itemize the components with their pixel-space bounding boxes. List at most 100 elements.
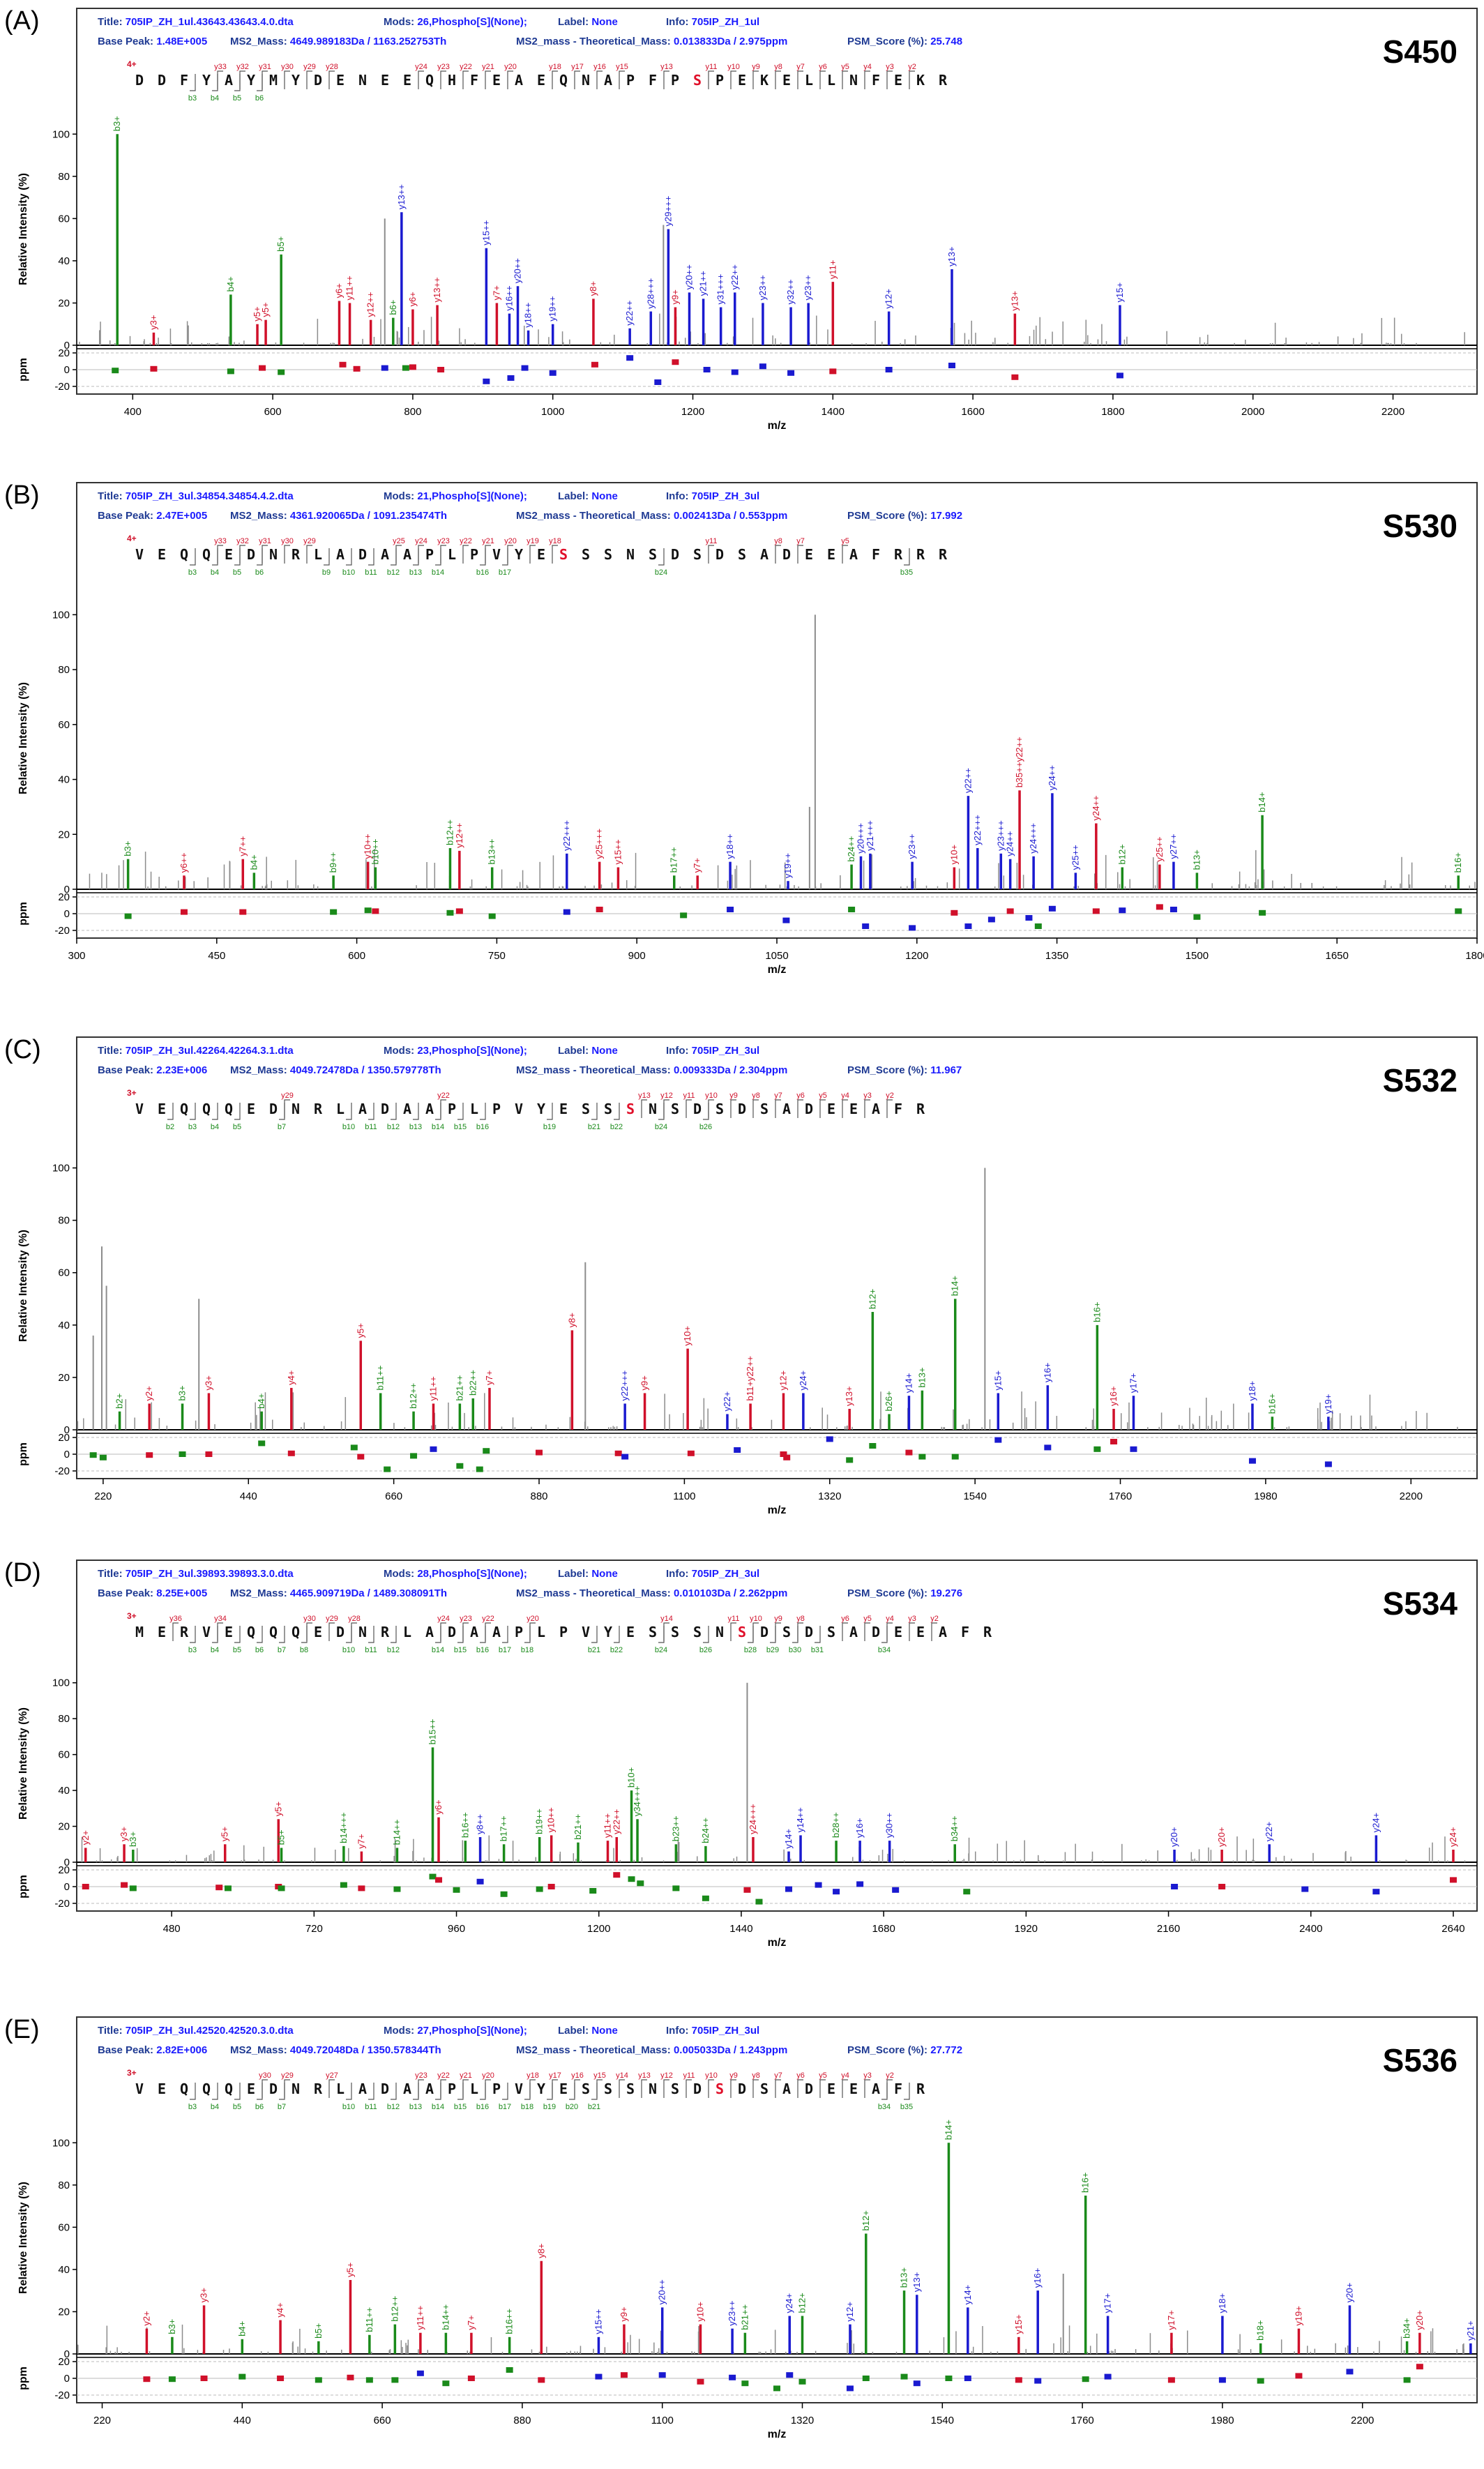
site-label: S530 <box>1383 508 1458 544</box>
b-ion-bracket <box>257 74 263 91</box>
ppm-point <box>483 1448 490 1454</box>
y-ion-bracket <box>395 545 402 564</box>
sequence-residue: S <box>604 546 612 563</box>
ppm-point <box>112 368 119 374</box>
y-ion-bracket <box>418 70 424 89</box>
ppm-tick-label: 0 <box>64 1449 70 1460</box>
b-ion-label: b6 <box>255 1646 264 1654</box>
sequence-residue: Q <box>180 546 188 563</box>
sequence-residue: V <box>135 546 144 563</box>
x-tick-label: 1320 <box>818 1490 841 1502</box>
y-ion-label: y3 <box>863 2071 872 2080</box>
x-tick-label: 220 <box>93 2415 111 2426</box>
header-diff: MS2_mass - Theoretical_Mass: 0.005033Da … <box>516 2044 787 2056</box>
ppm-point <box>626 355 634 361</box>
ppm-point <box>1156 904 1163 910</box>
sequence-residue: E <box>805 546 813 563</box>
header-ms2: MS2_Mass: 4361.920065Da / 1091.235474Th <box>230 510 447 522</box>
ppm-point <box>862 923 870 929</box>
sequence-residue: E <box>158 2081 166 2097</box>
ppm-point <box>1006 908 1014 914</box>
sequence-residue: P <box>425 546 434 563</box>
y-ion-label: y23 <box>415 2071 427 2080</box>
ppm-point <box>785 1886 793 1892</box>
ppm-point <box>885 367 893 372</box>
ppm-point <box>780 1451 787 1457</box>
y-tick-label: 20 <box>58 2306 70 2318</box>
y-ion-label: y29 <box>303 63 316 71</box>
panel-letter: (A) <box>4 6 40 36</box>
peak-label: y11++ <box>427 1376 438 1400</box>
y-ion-bracket <box>462 70 469 89</box>
b-ion-bracket <box>212 2083 218 2100</box>
ppm-tick-label: -20 <box>54 1465 70 1477</box>
ppm-point <box>1092 908 1100 914</box>
ppm-axis-label: ppm <box>17 902 29 926</box>
y-ion-bracket <box>775 70 781 89</box>
b-ion-label: b11 <box>365 2103 377 2111</box>
ppm-tick-label: 20 <box>58 1864 70 1876</box>
peak-label: b14++ <box>391 1820 402 1845</box>
b-ion-bracket <box>368 548 374 566</box>
ppm-point <box>846 1457 854 1463</box>
b-ion-bracket <box>391 2083 397 2100</box>
b-ion-label: b35 <box>900 568 913 577</box>
sequence-residue: E <box>158 1101 166 1117</box>
panel-frame <box>76 482 1478 939</box>
sequence-residue: R <box>180 1624 189 1640</box>
y-ion-bracket <box>730 70 736 89</box>
peak-label: b3+ <box>177 1385 188 1400</box>
peak-label: y24+ <box>1370 1813 1381 1833</box>
y-ion-label: y11 <box>683 1092 695 1100</box>
peak-label: y10+ <box>948 845 959 865</box>
y-ion-bracket <box>797 1099 803 1118</box>
ppm-point <box>1449 1877 1457 1883</box>
peak-label: b5+ <box>276 1829 287 1845</box>
ppm-point <box>287 1450 295 1456</box>
b-ion-bracket <box>480 548 486 566</box>
b-ion-label: b35 <box>900 2103 913 2111</box>
header-ms2: MS2_Mass: 4049.72478Da / 1350.579778Th <box>230 1064 441 1076</box>
b-ion-label: b21 <box>588 2103 600 2111</box>
b-ion-bracket <box>480 1626 486 1643</box>
peak-label: b26+ <box>884 1391 894 1411</box>
ppm-point <box>1011 374 1019 380</box>
sequence-residue: R <box>916 2081 925 2097</box>
x-tick-label: 220 <box>94 1490 112 1502</box>
sequence-residue: D <box>693 1101 702 1117</box>
y-ion-label: y2 <box>886 1092 894 1100</box>
ppm-point <box>1167 2377 1175 2383</box>
sequence-residue: L <box>336 1101 344 1117</box>
b-ion-bracket <box>234 548 241 566</box>
peak-label: b14+ <box>1257 792 1267 812</box>
peak-label: b12+ <box>867 1289 877 1309</box>
ppm-point <box>416 2370 424 2376</box>
ppm-tick-label: 0 <box>64 364 70 376</box>
peak-label: b10+ <box>626 1767 637 1788</box>
header-info: Info: 705IP_ZH_3ul <box>666 1045 759 1057</box>
header-ms2: MS2_Mass: 4649.989183Da / 1163.252753Th <box>230 36 446 47</box>
sequence-residue: A <box>358 1101 367 1117</box>
y-ion-bracket <box>775 545 781 564</box>
sequence-residue: D <box>269 1101 278 1117</box>
ppm-point <box>1218 2377 1226 2383</box>
ppm-point <box>277 2376 285 2381</box>
peak-label: y13+ <box>1009 291 1020 311</box>
peak-label: y9+ <box>639 1375 650 1390</box>
sequence-residue: A <box>425 2081 434 2097</box>
y-ion-bracket <box>931 1622 937 1641</box>
b-ion-bracket <box>279 1626 285 1643</box>
ppm-point <box>350 1444 358 1451</box>
peak-label: b15++ <box>427 1719 438 1744</box>
y-ion-label: y13 <box>660 63 673 71</box>
ppm-point <box>121 1882 128 1888</box>
b-ion-label: b19 <box>543 2103 556 2111</box>
sequence-residue: A <box>492 1624 501 1640</box>
ppm-point <box>755 1898 763 1905</box>
peak-label: y23++ <box>907 833 917 859</box>
y-tick-label: 100 <box>52 128 70 140</box>
sequence-residue: R <box>314 1101 323 1117</box>
b-ion-bracket <box>435 548 441 566</box>
x-tick-label: 1980 <box>1211 2415 1234 2426</box>
x-tick-label: 900 <box>628 950 646 962</box>
